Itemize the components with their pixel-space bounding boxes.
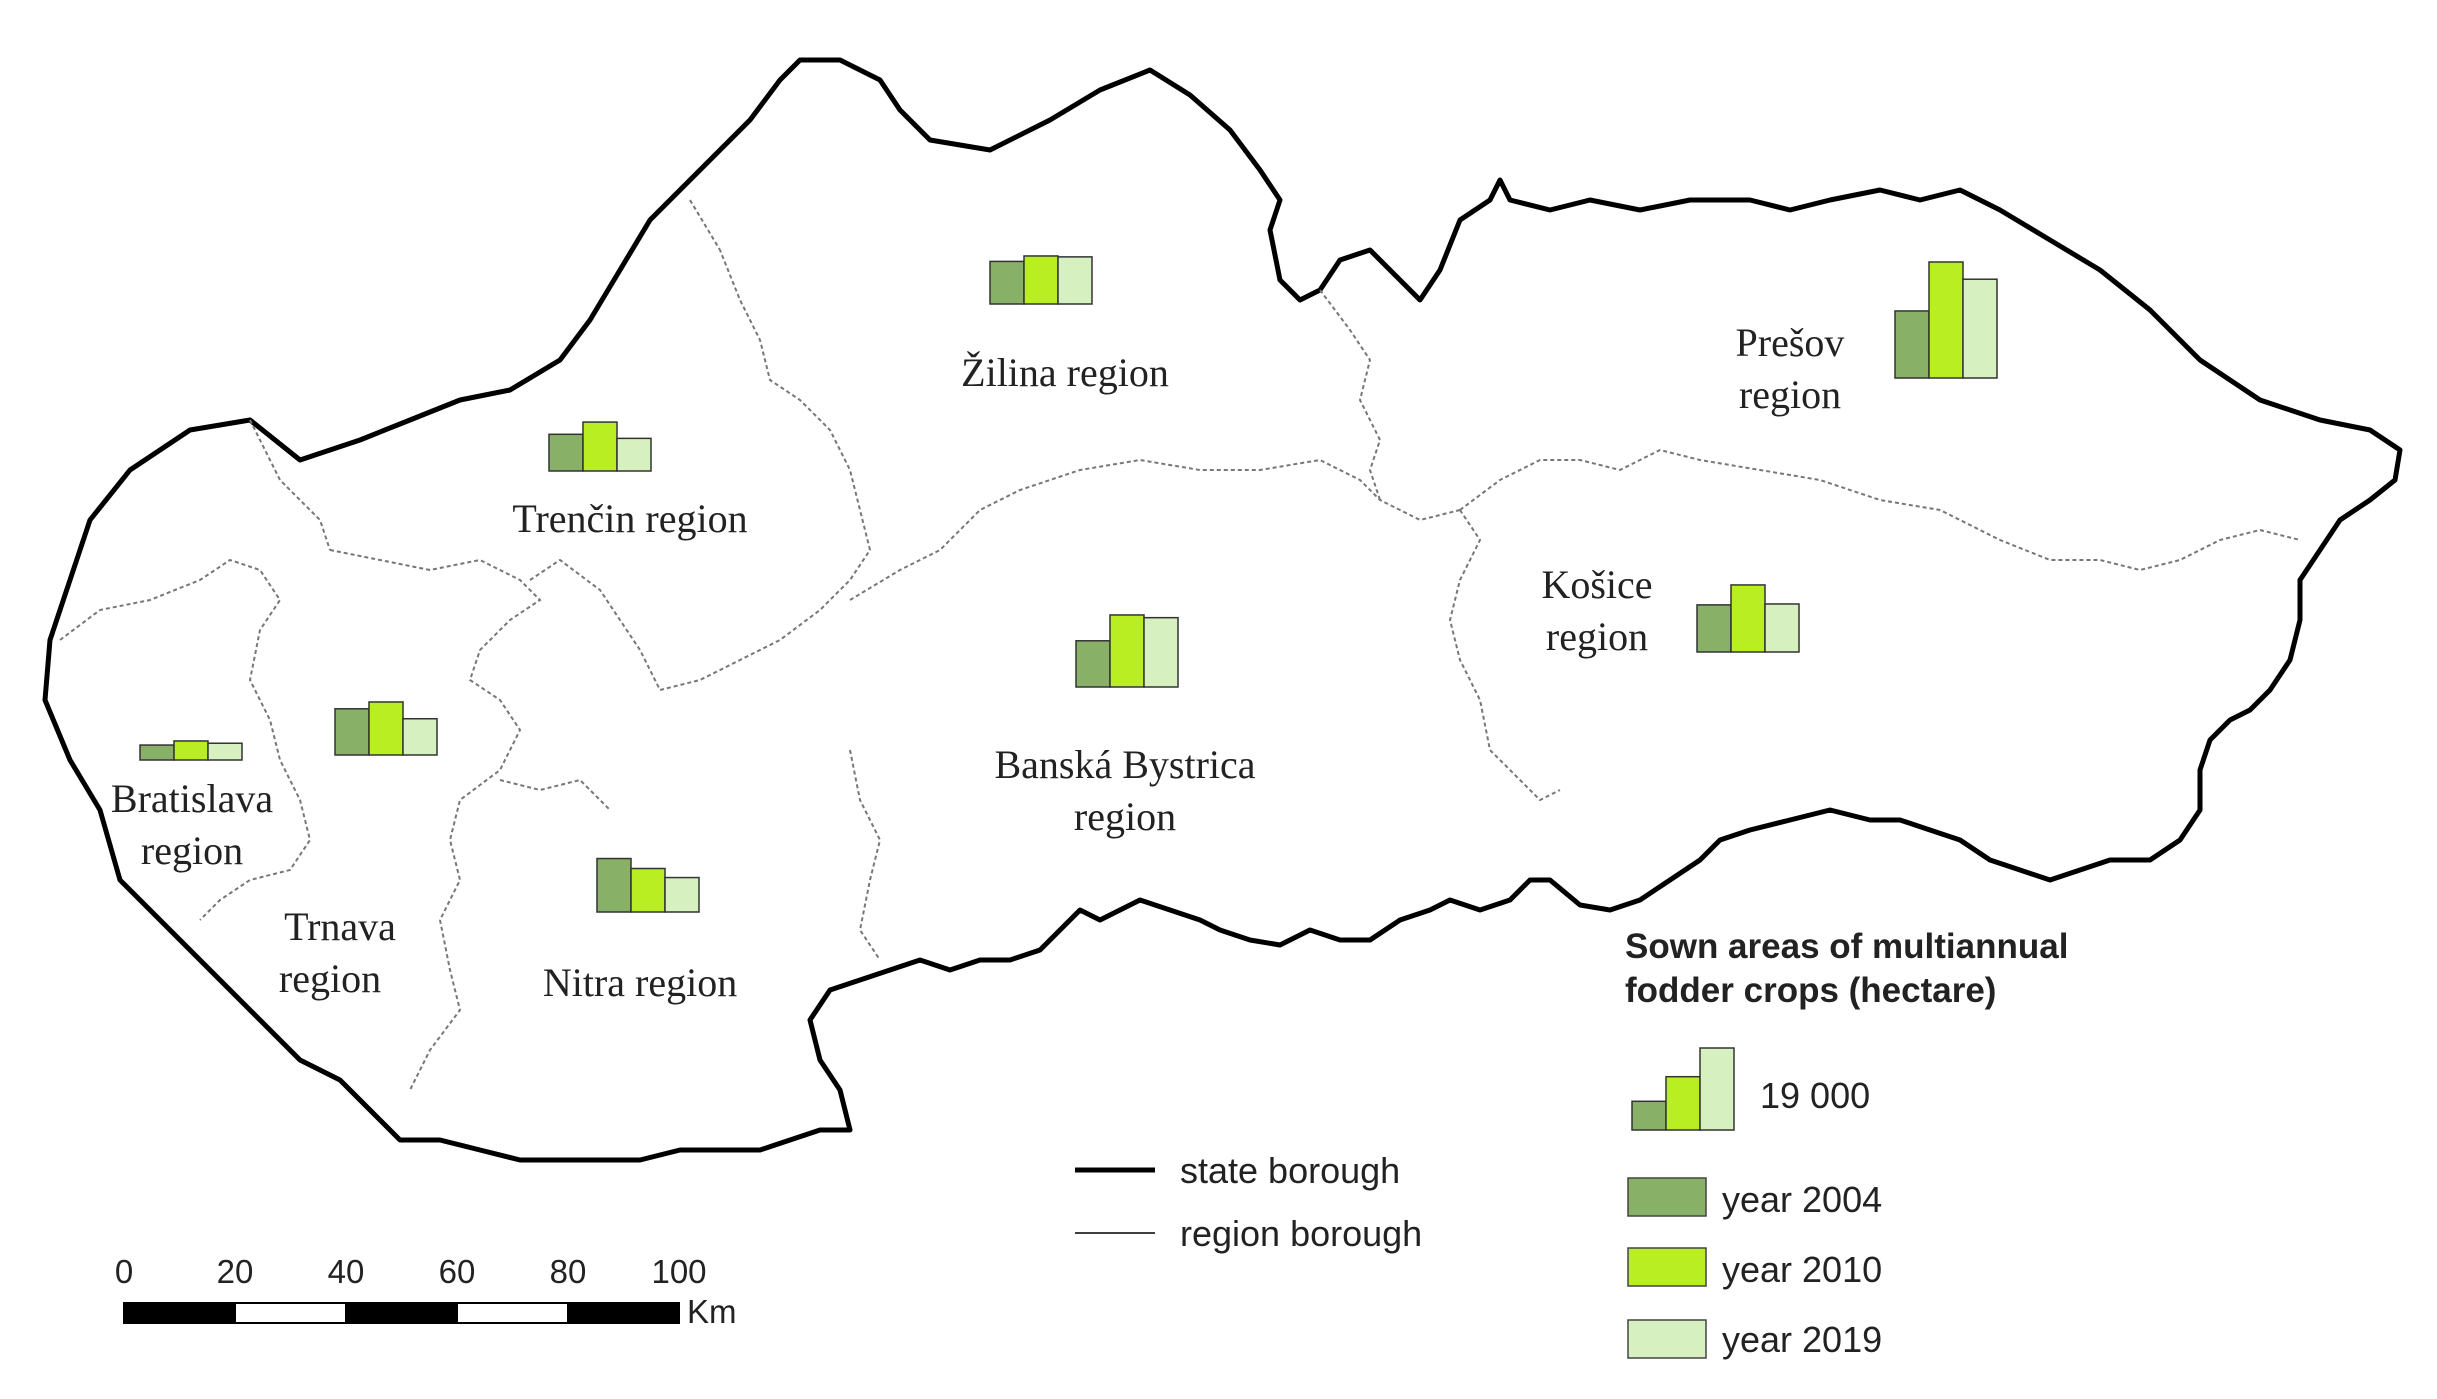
trencin-bar-3 <box>616 437 652 472</box>
boundary-legend: state borough region borough <box>1075 1150 1422 1254</box>
bars-kosice <box>1696 584 1800 653</box>
legend-swatch-2010 <box>1627 1247 1707 1287</box>
presov-bar-2 <box>1928 261 1964 379</box>
nitra-bar-3 <box>664 876 700 913</box>
presov-bar-1 <box>1894 310 1930 379</box>
bars-bratislava <box>139 740 243 761</box>
bratislava-bar-1 <box>139 744 175 761</box>
presov-bar-3 <box>1962 278 1998 379</box>
scale-tick-60: 60 <box>439 1253 476 1290</box>
kosice-bar-2 <box>1730 584 1766 653</box>
scale-bar: 0 20 40 60 80 100 Km <box>115 1253 737 1330</box>
kosice-bar-3 <box>1764 603 1800 653</box>
legend-reference-value: 19 000 <box>1760 1075 1870 1116</box>
bars-banska_bystrica <box>1075 614 1179 688</box>
bars-trnava <box>334 701 438 756</box>
scale-seg-2 <box>234 1302 347 1324</box>
legend-swatch-2019 <box>1627 1319 1707 1359</box>
trencin-bar-2 <box>582 421 618 472</box>
bratislava-bar-3 <box>207 742 243 761</box>
label-bratislava: Bratislava region <box>111 776 273 873</box>
zilina-bar-1 <box>989 260 1025 305</box>
trencin-bar-1 <box>548 433 584 472</box>
legend-reference-bar-3 <box>1699 1047 1735 1131</box>
kosice-bar-1 <box>1696 604 1732 653</box>
scale-seg-1 <box>123 1302 236 1324</box>
legend-label-2019: year 2019 <box>1722 1319 1882 1360</box>
bars-nitra <box>596 857 700 913</box>
scale-tick-80: 80 <box>550 1253 587 1290</box>
state-border <box>42 57 2403 1163</box>
legend-label-2010: year 2010 <box>1722 1249 1882 1290</box>
label-banska_bystrica: Banská Bystrica region <box>994 742 1255 839</box>
region-labels: Bratislava region Trnava region Nitra regi… <box>111 320 1845 1005</box>
label-presov: Prešov region <box>1736 320 1845 417</box>
label-zilina: Žilina region <box>961 350 1169 395</box>
scale-tick-20: 20 <box>217 1253 254 1290</box>
legend-label-2004: year 2004 <box>1722 1179 1882 1220</box>
legend-reference-bar-2 <box>1665 1075 1701 1131</box>
scale-seg-3 <box>345 1302 458 1324</box>
legend-reference-bar-1 <box>1631 1100 1667 1131</box>
trnava-bar-2 <box>368 701 404 756</box>
bratislava-bar-2 <box>173 740 209 761</box>
scale-seg-5 <box>567 1302 680 1324</box>
region-border-label: region borough <box>1180 1213 1422 1254</box>
region-borders <box>59 199 2301 1091</box>
nitra-bar-1 <box>596 857 632 913</box>
label-trnava: Trnava region <box>279 904 396 1001</box>
bars-zilina <box>989 255 1093 305</box>
state-border-label: state borough <box>1180 1150 1400 1191</box>
symbol-legend: Sown areas of multiannual fodder crops (h… <box>1625 927 2068 1360</box>
bars-presov <box>1894 261 1998 379</box>
label-trencin: Trenčin region <box>512 496 747 541</box>
scale-seg-4 <box>456 1302 569 1324</box>
bars-trencin <box>548 421 652 472</box>
scale-tick-0: 0 <box>115 1253 133 1290</box>
label-kosice: Košice region <box>1541 562 1652 659</box>
trnava-bar-3 <box>402 718 438 756</box>
banska_bystrica-bar-3 <box>1143 616 1179 688</box>
legend-reference-bars <box>1631 1047 1735 1131</box>
scale-tick-100: 100 <box>651 1253 706 1290</box>
zilina-bar-3 <box>1057 256 1093 305</box>
label-nitra: Nitra region <box>543 960 737 1005</box>
scale-unit: Km <box>687 1293 737 1330</box>
zilina-bar-2 <box>1023 255 1059 305</box>
banska_bystrica-bar-1 <box>1075 640 1111 688</box>
banska_bystrica-bar-2 <box>1109 614 1145 688</box>
legend-title: Sown areas of multiannual fodder crops (h… <box>1625 927 2068 1010</box>
legend-swatch-2004 <box>1627 1177 1707 1217</box>
nitra-bar-2 <box>630 867 666 913</box>
scale-tick-40: 40 <box>328 1253 365 1290</box>
region-bars <box>139 255 1998 913</box>
trnava-bar-1 <box>334 708 370 756</box>
